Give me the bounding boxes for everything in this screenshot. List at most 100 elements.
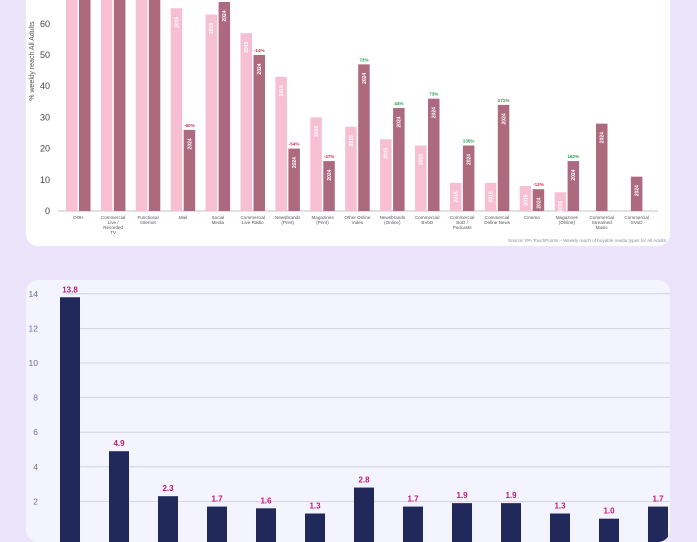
y-tick-label: 20 xyxy=(40,144,50,154)
category-label: Video xyxy=(352,220,364,225)
category-label: Mail xyxy=(179,215,187,220)
category-label: SVoD xyxy=(631,220,643,225)
data-value-label: 4.9 xyxy=(113,439,125,448)
data-value-label: 1.3 xyxy=(554,502,566,511)
change-label: -13% xyxy=(533,182,544,187)
bar-2015 xyxy=(519,186,532,211)
bar-year-label: 2024 xyxy=(397,116,403,127)
bar-2024 xyxy=(79,0,91,211)
y-tick-label: 6 xyxy=(33,427,38,437)
data-bar xyxy=(256,508,276,542)
bar-year-label: 2024 xyxy=(292,157,298,168)
change-label: -60% xyxy=(184,123,195,128)
category-label: (Print) xyxy=(281,220,294,225)
bar-2024 xyxy=(183,129,196,211)
y-tick-label: 0 xyxy=(45,206,50,216)
value-chart-card: 2 4 6 8 10 12 14 13.8 4.9 2.3 1.7 1.6 1.3 2.8 1.7 1.9 1.… xyxy=(26,280,670,542)
bar-2024 xyxy=(393,108,405,211)
category-label: Commercial xyxy=(624,215,649,220)
change-label: -47% xyxy=(324,154,335,159)
data-bar xyxy=(648,506,668,542)
bar-2015 xyxy=(380,139,392,211)
change-label: 135% xyxy=(463,138,475,143)
category-label: Podcasts xyxy=(453,225,473,230)
chart-source-note: Source: IPA TouchPoints – Weekly reach o… xyxy=(507,238,666,243)
data-value-label: 1.7 xyxy=(407,495,419,504)
change-label: 271% xyxy=(498,98,510,103)
category-label: Streamed xyxy=(592,220,612,225)
bar-2015 xyxy=(205,14,218,211)
y-tick-label: 40 xyxy=(40,81,50,91)
bar-2024 xyxy=(113,0,126,211)
category-label: Functional xyxy=(137,215,158,220)
bar-2015 xyxy=(240,33,252,211)
bar-year-label: 2024 xyxy=(634,185,640,196)
bar-year-label: 2024 xyxy=(536,197,542,208)
y-axis-title: % weekly reach All Adults xyxy=(29,21,36,101)
category-label: Cinema xyxy=(524,215,540,220)
change-label: 73% xyxy=(429,92,438,97)
bar-2015 xyxy=(66,0,78,211)
data-value-label: 1.0 xyxy=(603,507,615,516)
bar-year-label: 2015 xyxy=(244,41,250,52)
data-bar xyxy=(60,297,80,542)
category-label: OOH xyxy=(73,215,83,220)
bar-year-label: 2024 xyxy=(187,138,193,149)
y-tick-label: 2 xyxy=(33,496,38,506)
change-label: 73% xyxy=(359,57,368,62)
bar-2015 xyxy=(170,8,183,212)
category-label: BVoD xyxy=(421,220,433,225)
bar-2024 xyxy=(462,145,475,211)
bar-year-label: 2015 xyxy=(558,201,564,212)
bar-year-label: 2024 xyxy=(466,154,472,165)
data-bar xyxy=(550,513,570,542)
data-value-label: 1.9 xyxy=(456,491,468,500)
y-tick-label: 30 xyxy=(40,112,50,122)
reach-chart: % weekly reach All Adults 0 10 20 30 40 50 60 OO… xyxy=(29,0,658,235)
change-label: 44% xyxy=(394,101,403,106)
change-label: -54% xyxy=(289,142,300,147)
data-value-label: 2.3 xyxy=(162,484,174,493)
bar-year-label: 2015 xyxy=(488,191,494,202)
bar-year-label: 2024 xyxy=(600,132,606,143)
bar-2015 xyxy=(484,182,497,211)
bar-2015 xyxy=(100,0,113,211)
bar-2024 xyxy=(218,1,231,211)
y-tick-label: 14 xyxy=(29,289,39,299)
category-label: Commercial xyxy=(485,215,510,220)
bar-year-label: 2024 xyxy=(222,10,228,21)
bar-2015 xyxy=(275,76,287,211)
bar-2024 xyxy=(630,176,643,211)
reach-chart-card: % weekly reach All Adults 0 10 20 30 40 50 60 OO… xyxy=(26,0,670,246)
bar-2024 xyxy=(148,0,161,211)
category-label: Commercial xyxy=(101,215,126,220)
category-label: Social xyxy=(212,215,225,220)
category-label: Internet xyxy=(140,220,156,225)
bar-year-label: 2024 xyxy=(432,107,438,118)
category-label: BoD / xyxy=(456,220,468,225)
bar-2015 xyxy=(554,192,567,211)
bar-2024 xyxy=(596,123,608,211)
bar-year-label: 2024 xyxy=(501,113,507,124)
category-label: Newsbrands xyxy=(275,215,301,220)
bar-year-label: 2015 xyxy=(279,85,285,96)
data-bar xyxy=(354,487,374,542)
bar-2024 xyxy=(497,104,510,211)
bar-2024 xyxy=(358,64,370,211)
category-label: Commercial xyxy=(589,215,614,220)
y-tick-label: 10 xyxy=(40,175,50,185)
y-tick-label: 12 xyxy=(29,323,39,333)
y-tick-label: 50 xyxy=(40,50,50,60)
bar-year-label: 2015 xyxy=(209,23,215,34)
data-bar xyxy=(207,506,227,542)
category-label: (Print) xyxy=(316,220,329,225)
category-label: Live Radio xyxy=(242,220,264,225)
data-bar xyxy=(305,513,325,542)
category-label: Newsbrands xyxy=(380,215,406,220)
bar-year-label: 2015 xyxy=(419,154,425,165)
bar-year-label: 2024 xyxy=(257,63,263,74)
bar-year-label: 2024 xyxy=(571,169,577,180)
bar-year-label: 2015 xyxy=(174,16,180,27)
category-label: TV xyxy=(110,230,117,235)
data-bar xyxy=(403,506,423,542)
